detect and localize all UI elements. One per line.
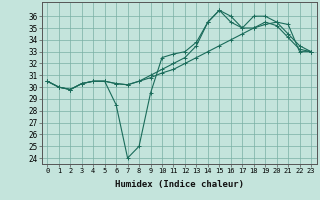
X-axis label: Humidex (Indice chaleur): Humidex (Indice chaleur) (115, 180, 244, 189)
